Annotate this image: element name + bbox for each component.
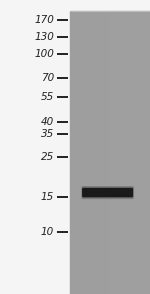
Text: 55: 55 — [41, 92, 54, 102]
Bar — [0, 0, 70, 294]
Text: 170: 170 — [34, 15, 54, 25]
Text: 35: 35 — [41, 129, 54, 139]
Text: 70: 70 — [41, 73, 54, 83]
Text: 25: 25 — [41, 152, 54, 162]
Text: 15: 15 — [41, 192, 54, 202]
FancyBboxPatch shape — [83, 188, 132, 197]
Bar — [110, 11, 150, 294]
Text: 40: 40 — [41, 117, 54, 127]
Text: 130: 130 — [34, 32, 54, 42]
Text: 100: 100 — [34, 49, 54, 59]
FancyBboxPatch shape — [82, 187, 133, 198]
Bar — [70, 11, 150, 294]
Text: 10: 10 — [41, 227, 54, 237]
